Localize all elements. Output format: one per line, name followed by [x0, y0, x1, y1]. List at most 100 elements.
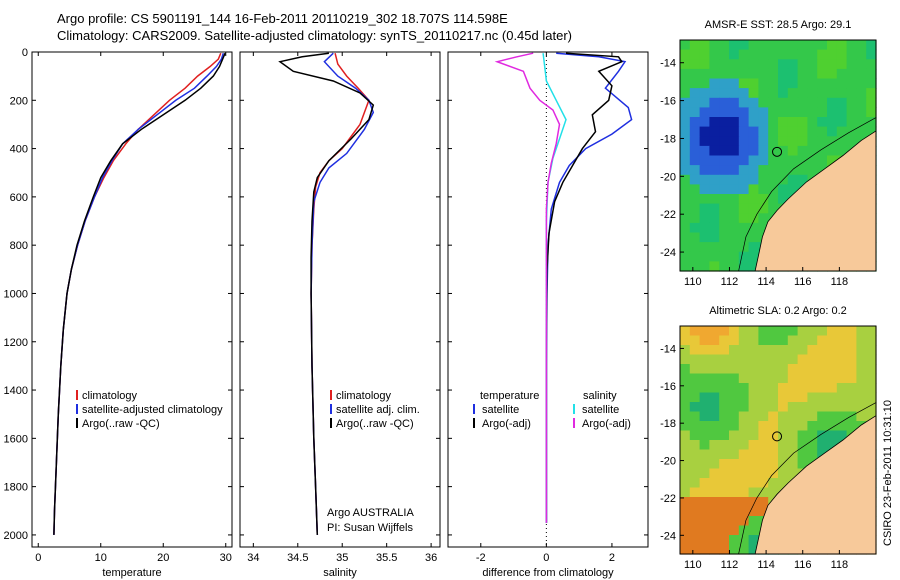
map-cell [827, 402, 838, 413]
map-cell [709, 97, 720, 108]
map-cell [738, 373, 750, 384]
map-cell [709, 402, 720, 413]
map-cell [827, 440, 838, 451]
map-cell [768, 335, 779, 346]
map-cell [729, 392, 740, 403]
map-cell [856, 354, 867, 365]
map-cell [758, 68, 769, 80]
map-cell [719, 364, 730, 375]
map-cell [866, 68, 877, 80]
map-x-tick-label: 112 [721, 559, 739, 571]
map-cell [807, 155, 818, 166]
x-axis-label: salinity [323, 567, 357, 579]
map-cell [787, 88, 799, 99]
map-cell [807, 402, 818, 413]
map-cell [836, 117, 848, 128]
map-cell [709, 326, 720, 337]
map-cell [778, 468, 789, 479]
map-cell [719, 136, 730, 147]
map-cell [738, 261, 750, 272]
map-cell [856, 78, 867, 89]
map-cell [758, 392, 769, 403]
map-cell [748, 402, 759, 413]
map-cell [738, 535, 750, 546]
map-cell [729, 97, 740, 108]
map-cell [797, 345, 808, 356]
map-x-tick-label: 110 [684, 276, 702, 288]
map-cell [866, 354, 877, 365]
map-cell [807, 449, 818, 460]
legend-label: satellite [482, 404, 519, 416]
map-cell [689, 468, 701, 479]
map-cell [758, 335, 769, 346]
map-cell [817, 383, 828, 394]
map-cell [719, 478, 730, 489]
map-cell [709, 203, 720, 214]
map-cell [787, 402, 799, 413]
map-cell [758, 468, 769, 479]
map-cell [797, 449, 808, 460]
map-cell [758, 194, 769, 205]
map-cell [768, 165, 779, 176]
map-cell [699, 165, 710, 176]
map-cell [827, 383, 838, 394]
map-cell [689, 345, 701, 356]
legend-label: satellite adj. clim. [336, 404, 420, 416]
map-cell [738, 516, 750, 527]
series-group [278, 52, 375, 535]
map-cell [689, 392, 701, 403]
map-cell [817, 117, 828, 128]
map-cell [797, 364, 808, 375]
map-cell [866, 97, 877, 108]
map-cell [680, 145, 691, 157]
map-cell [758, 449, 769, 460]
map-cell [797, 335, 808, 346]
y-tick-label: 200 [10, 95, 28, 107]
map-cell [787, 174, 799, 185]
map-cell [856, 364, 867, 375]
map-cell [699, 345, 710, 356]
map-cell [709, 506, 720, 517]
map-cell [738, 335, 750, 346]
map-cell [699, 242, 710, 253]
map-cell [680, 232, 691, 243]
map-cell [748, 487, 759, 498]
map-cell [866, 59, 877, 70]
salinity-panel: 34 34.5 35 35.5 36 salinity climatology satelli… [239, 51, 441, 579]
map-cell [807, 364, 818, 375]
map-x-tick-label: 112 [721, 276, 739, 288]
map-cell [827, 430, 838, 441]
y-tick-label: 0 [22, 47, 28, 59]
map-cell [719, 97, 730, 108]
map-cell [709, 242, 720, 253]
map-cell [719, 506, 730, 517]
map-cell [836, 97, 848, 108]
series-line [53, 52, 226, 535]
map-x-tick-label: 116 [794, 276, 812, 288]
map-cell [709, 78, 720, 89]
map-y-tick-label: -22 [660, 493, 676, 505]
map-cell [846, 117, 857, 128]
map-cell [748, 430, 759, 441]
map-cell [797, 402, 808, 413]
map-cell [768, 97, 779, 108]
map-cell [738, 78, 750, 89]
map-cell [807, 40, 818, 51]
map-cell [817, 411, 828, 422]
map-cell [827, 49, 838, 60]
map-cell [807, 165, 818, 176]
map-cell [719, 242, 730, 253]
map-cell [758, 326, 769, 337]
map-cell [689, 497, 701, 508]
map-cell [738, 136, 750, 147]
map-cell [738, 544, 750, 555]
map-cell [748, 184, 759, 195]
map-cell [738, 468, 750, 479]
map-cell [797, 373, 808, 384]
x-tick-label: 35.5 [376, 552, 397, 564]
map-cell [827, 59, 838, 70]
map-cell [748, 516, 759, 527]
map-cell [729, 107, 740, 118]
map-cell [778, 402, 789, 413]
map-cell [738, 222, 750, 234]
